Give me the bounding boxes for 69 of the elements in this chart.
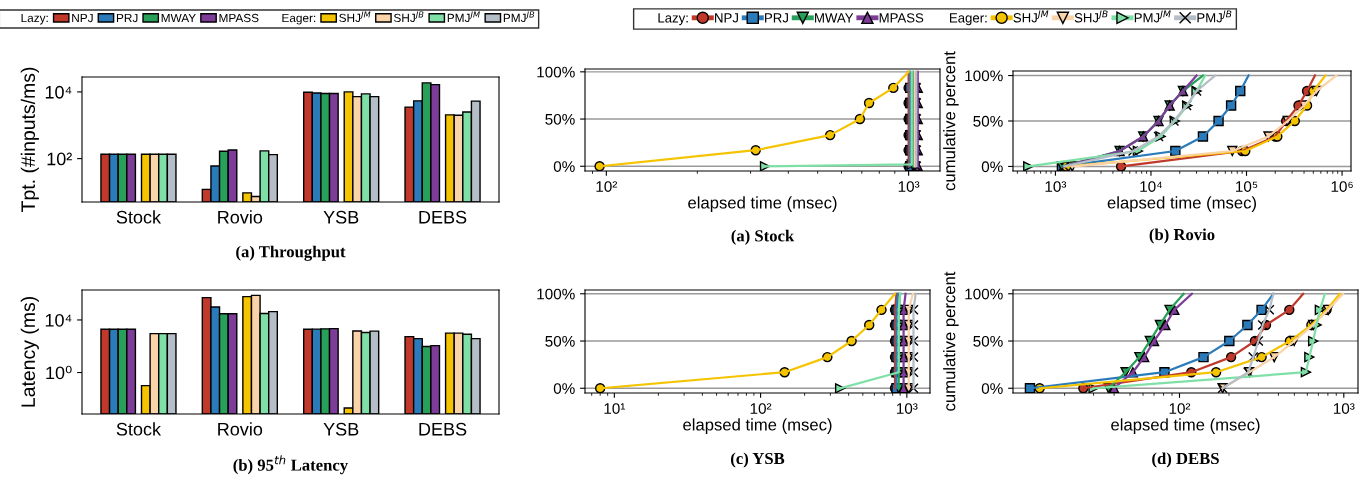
x-tick-label: 10⁴ bbox=[1140, 181, 1162, 192]
x-tick-label: YSB bbox=[323, 210, 359, 224]
legend-label: NPJ bbox=[715, 13, 738, 23]
y-axis-title: cumulative percent bbox=[943, 271, 959, 411]
legend-label: PMJ$^{JB}$ bbox=[503, 11, 535, 23]
text: Eager: bbox=[282, 13, 316, 25]
y-tick-label: 50% bbox=[545, 113, 575, 125]
y-axis-title: Latency (ms) bbox=[20, 297, 39, 407]
text: (c) YSB bbox=[731, 452, 785, 468]
x-tick-label: 10³ bbox=[1045, 181, 1067, 192]
y-tick-label: 100% bbox=[537, 66, 575, 78]
text: Eager: bbox=[950, 13, 987, 26]
x-tick-label: Rovio bbox=[218, 422, 263, 436]
y-tick-label: 50% bbox=[545, 335, 575, 347]
x-tick-label: YSB bbox=[323, 422, 359, 436]
y-tick-label: 100% bbox=[965, 288, 1003, 300]
x-axis-title: elapsed time (msec) bbox=[683, 418, 832, 434]
text: Lazy: bbox=[21, 13, 48, 25]
legend-label: SHJ$^{JM}$ bbox=[339, 11, 371, 23]
x-tick-label: 10² bbox=[596, 181, 618, 192]
legend-label: MPASS bbox=[219, 13, 259, 23]
y-tick-label: 100% bbox=[537, 288, 575, 300]
legend-label: PMJ$^{JM}$ bbox=[447, 11, 480, 23]
x-tick-label: DEBS bbox=[419, 422, 467, 436]
legend-label: MWAY bbox=[161, 13, 196, 23]
legend-label: SHJ$^{JM}$ bbox=[1013, 10, 1049, 23]
y-tick-label: 10⁴ bbox=[45, 85, 72, 99]
x-tick-label: Stock bbox=[116, 422, 162, 436]
y-tick-label: 0% bbox=[553, 161, 575, 172]
legend-label: PRJ bbox=[116, 13, 138, 23]
y-tick-label: 0% bbox=[981, 161, 1003, 173]
x-tick-label: 10¹ bbox=[604, 403, 626, 414]
legend-label: SHJ$^{JB}$ bbox=[1074, 10, 1108, 23]
legend-label: PMJ$^{JM}$ bbox=[1134, 10, 1171, 23]
y-tick-label: 100% bbox=[965, 70, 1003, 82]
legend-label: MWAY bbox=[815, 13, 854, 23]
x-tick-label: 10² bbox=[1169, 403, 1191, 414]
x-tick-label: 10⁵ bbox=[1236, 181, 1258, 192]
text: (a) Throughput bbox=[236, 245, 346, 261]
x-tick-label: Rovio bbox=[218, 210, 263, 224]
text: (b) 95$^{th}$ Latency bbox=[233, 455, 348, 475]
y-axis-title: Tpt. (#inputs/ms) bbox=[20, 67, 39, 212]
y-tick-label: 10⁰ bbox=[46, 365, 72, 380]
y-tick-label: 50% bbox=[973, 335, 1003, 347]
text: Lazy: bbox=[658, 13, 688, 26]
x-tick-label: 10³ bbox=[1333, 403, 1355, 414]
text: (a) Stock bbox=[731, 229, 795, 245]
y-tick-label: 0% bbox=[981, 383, 1003, 394]
x-axis-title: elapsed time (msec) bbox=[688, 196, 837, 212]
y-tick-label: 10² bbox=[47, 152, 72, 166]
text: (b) Rovio bbox=[1149, 228, 1215, 244]
y-axis-title: cumulative percent bbox=[943, 51, 959, 191]
legend-label: PRJ bbox=[765, 13, 788, 23]
x-tick-label: 10³ bbox=[898, 181, 920, 192]
x-tick-label: 10³ bbox=[896, 403, 918, 414]
legend-label: NPJ bbox=[72, 13, 93, 23]
x-axis-title: elapsed time (msec) bbox=[1107, 196, 1256, 212]
y-tick-label: 50% bbox=[973, 115, 1003, 127]
y-tick-label: 10⁴ bbox=[45, 313, 72, 327]
x-tick-label: 10⁶ bbox=[1331, 181, 1353, 192]
x-axis-title: elapsed time (msec) bbox=[1111, 418, 1260, 434]
text: (d) DEBS bbox=[1152, 452, 1219, 468]
y-tick-label: 0% bbox=[553, 383, 575, 394]
legend-label: MPASS bbox=[879, 13, 924, 23]
legend-label: PMJ$^{JB}$ bbox=[1197, 10, 1232, 23]
legend-label: SHJ$^{JB}$ bbox=[393, 11, 424, 23]
x-tick-label: Stock bbox=[116, 210, 162, 224]
x-tick-label: 10² bbox=[750, 403, 772, 414]
x-tick-label: DEBS bbox=[419, 210, 467, 224]
